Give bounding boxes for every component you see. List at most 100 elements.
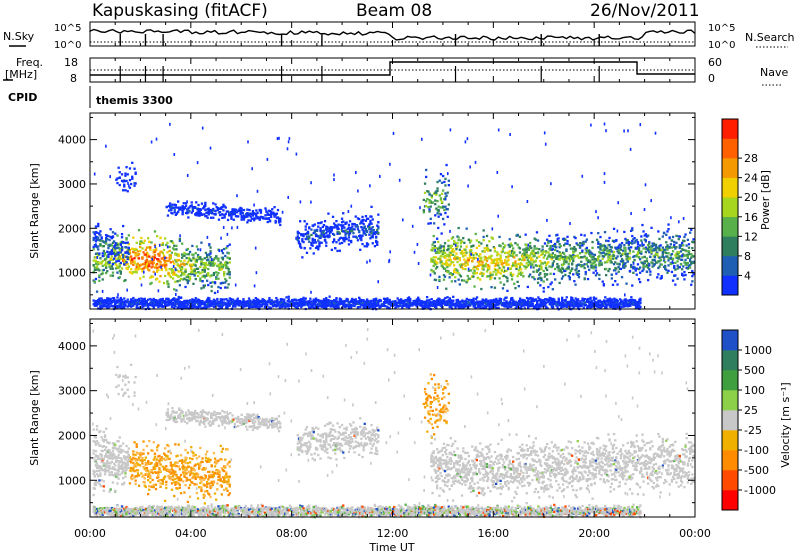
heatmap-cell (624, 237, 627, 241)
heatmap-cell (347, 233, 351, 237)
heatmap-cell (367, 243, 370, 246)
heatmap-cell (142, 303, 145, 306)
heatmap-cell (639, 251, 642, 255)
heatmap-cell (233, 212, 236, 216)
heatmap-cell (585, 246, 588, 250)
heatmap-cell (133, 257, 136, 260)
heatmap-cell (569, 254, 573, 258)
heatmap-cell (198, 271, 201, 274)
heatmap-cell (216, 299, 219, 302)
heatmap-cell (624, 250, 627, 253)
heatmap-cell (356, 228, 360, 231)
heatmap-cell (656, 276, 659, 279)
heatmap-cell (156, 235, 159, 238)
heatmap-cell (523, 299, 526, 302)
heatmap-cell (236, 297, 239, 300)
heatmap-cell (142, 275, 145, 278)
heatmap-cell (677, 238, 680, 241)
heatmap-cell (360, 303, 363, 306)
heatmap-cell (501, 262, 505, 265)
nave-tick-top: 60 (708, 56, 722, 69)
heatmap-cell (437, 240, 440, 244)
heatmap-cell (449, 272, 452, 275)
heatmap-cell (668, 245, 671, 249)
heatmap-cell (440, 254, 443, 257)
heatmap-cell (676, 277, 679, 280)
heatmap-cell (237, 304, 240, 307)
heatmap-cell (499, 245, 502, 248)
heatmap-cell (682, 244, 685, 247)
heatmap-cell (499, 281, 502, 284)
heatmap-cell (294, 301, 297, 305)
heatmap-cell (153, 243, 157, 246)
heatmap-cell (245, 213, 248, 216)
heatmap-cell (546, 278, 549, 281)
heatmap-cell (382, 301, 386, 304)
heatmap-cell (123, 279, 126, 283)
heatmap-cell (175, 260, 178, 263)
heatmap-cell (202, 306, 205, 309)
heatmap-cell (308, 240, 311, 243)
heatmap-cell (156, 277, 159, 280)
heatmap-cell (95, 290, 99, 293)
heatmap-cell (336, 300, 339, 303)
heatmap-cell (532, 270, 535, 273)
heatmap-cell (614, 261, 617, 264)
heatmap-cell (340, 302, 344, 305)
heatmap-cell (120, 236, 124, 239)
heatmap-cell (344, 222, 347, 225)
heatmap-cell (166, 280, 169, 283)
heatmap-cell (204, 303, 208, 306)
heatmap-cell (647, 266, 650, 269)
heatmap-cell (192, 301, 195, 304)
heatmap-cell (102, 268, 105, 272)
heatmap-cell (593, 258, 596, 261)
heatmap-cell (516, 280, 519, 283)
heatmap-cell (648, 245, 651, 249)
heatmap-cell (215, 276, 218, 279)
heatmap-cell (363, 225, 366, 228)
heatmap-cell (198, 214, 201, 217)
heatmap-cell (208, 211, 211, 214)
heatmap-cell (371, 226, 374, 229)
heatmap-cell (595, 272, 599, 275)
heatmap-cell (137, 299, 141, 303)
heatmap-cell (174, 253, 177, 256)
heatmap-cell (389, 301, 392, 304)
heatmap-cell (488, 265, 491, 268)
heatmap-cell (172, 206, 175, 209)
heatmap-cell (472, 303, 475, 306)
heatmap-cell (171, 302, 175, 305)
heatmap-cell (535, 231, 539, 234)
heatmap-cell (162, 255, 166, 258)
heatmap-cell (549, 244, 552, 248)
heatmap-cell (464, 261, 467, 264)
heatmap-cell (175, 300, 178, 303)
heatmap-cell (674, 268, 677, 271)
heatmap-cell (689, 266, 692, 269)
heatmap-cell (176, 263, 179, 266)
heatmap-cell (523, 307, 526, 310)
heatmap-cell (447, 203, 450, 206)
heatmap-cell (206, 298, 209, 301)
heatmap-cell (495, 299, 498, 302)
heatmap-cell (563, 244, 566, 247)
heatmap-cell (203, 284, 206, 287)
heatmap-cell (350, 300, 353, 303)
heatmap-cell (532, 249, 535, 252)
heatmap-cell (207, 274, 210, 277)
heatmap-cell (403, 304, 406, 307)
heatmap-cell (217, 285, 220, 289)
heatmap-cell (485, 234, 489, 238)
heatmap-cell (557, 237, 560, 240)
heatmap-cell (335, 219, 338, 223)
heatmap-cell (495, 263, 498, 266)
heatmap-cell (103, 304, 107, 307)
heatmap-cell (639, 266, 642, 269)
heatmap-cell (675, 241, 678, 244)
heatmap-cell (500, 260, 503, 264)
heatmap-cell (600, 263, 603, 266)
heatmap-cell (438, 251, 441, 254)
heatmap-cell (673, 245, 676, 248)
heatmap-cell (568, 259, 571, 263)
